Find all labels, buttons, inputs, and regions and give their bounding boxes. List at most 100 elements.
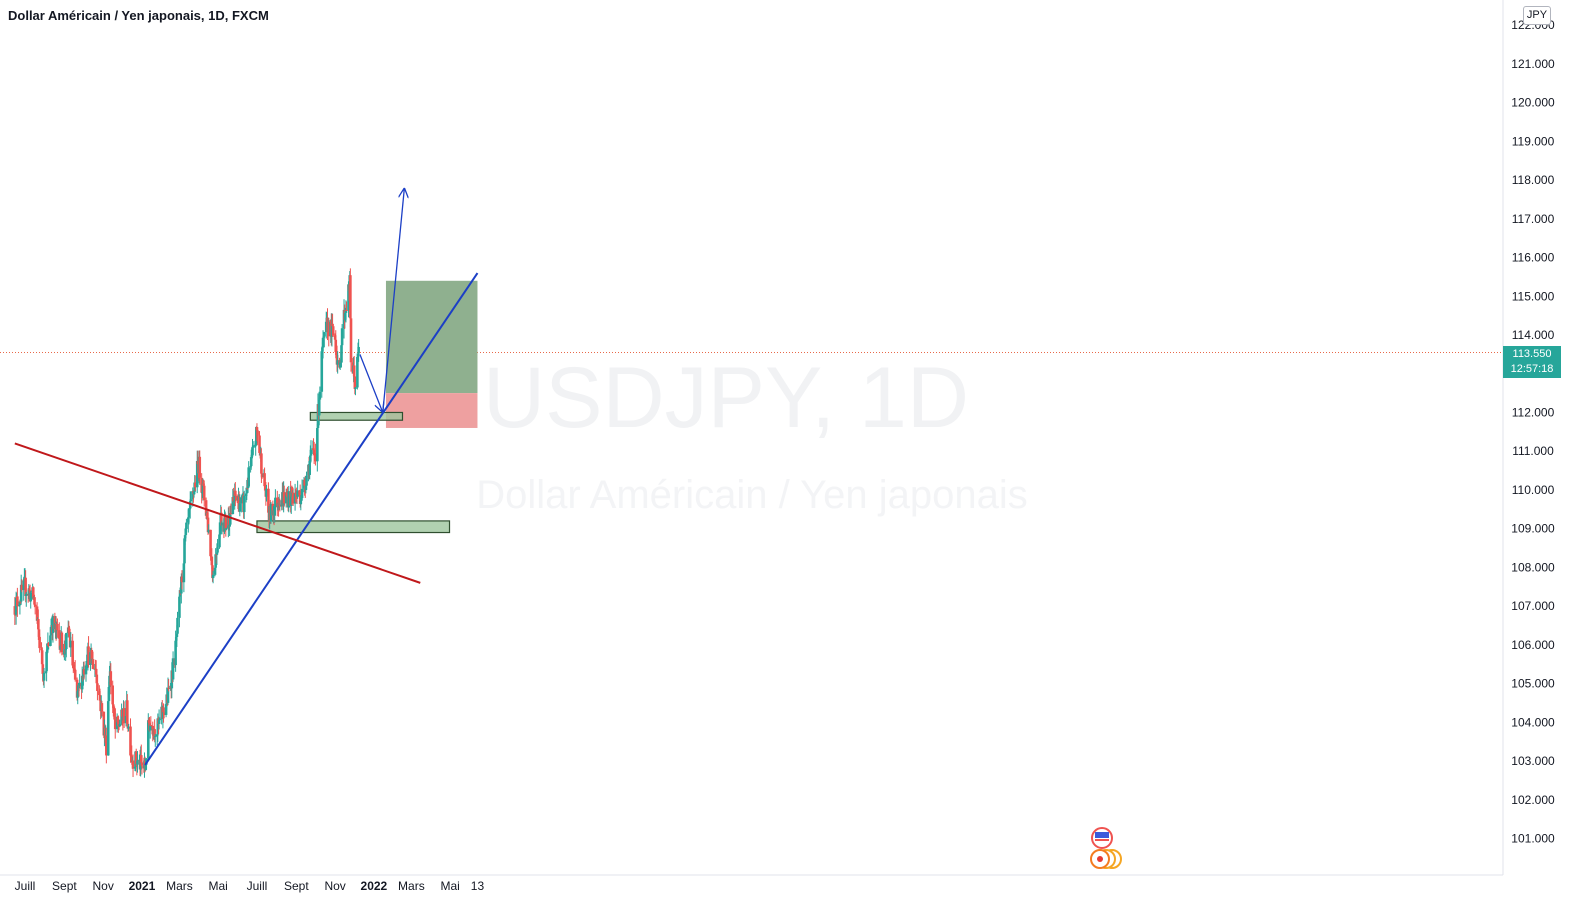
price-tick-label: 119.000 — [1512, 134, 1555, 148]
price-tick-label: 117.000 — [1512, 212, 1555, 226]
time-axis[interactable]: Juill Sept Nov 2021 Mars Mai Juill Sept Nov 2022 M… — [15, 879, 485, 893]
symbol-watermark: USDJPY, 1D Dollar Américain / Yen japona… — [476, 350, 1027, 517]
candle — [296, 480, 299, 499]
candle — [357, 339, 360, 362]
flag-stripe-icon — [1095, 839, 1109, 841]
price-tick-label: 112.000 — [1512, 405, 1555, 419]
candle — [327, 317, 331, 347]
candle — [284, 488, 288, 508]
price-tick-label: 103.000 — [1511, 754, 1555, 768]
candle — [233, 483, 237, 510]
price-tick-label: 115.000 — [1512, 289, 1555, 303]
candle — [22, 576, 26, 601]
economic-events[interactable] — [1090, 827, 1122, 869]
candle — [344, 300, 348, 323]
support-zone-rectangle[interactable] — [309, 411, 404, 421]
candlestick-series — [13, 268, 360, 778]
candle — [42, 667, 46, 688]
price-tick-label: 121.000 — [1511, 57, 1555, 71]
candle — [305, 471, 308, 489]
currency-badge[interactable]: JPY — [1523, 6, 1551, 25]
candle — [216, 539, 219, 555]
long-position-stop-zone[interactable] — [385, 393, 478, 428]
candle — [185, 518, 188, 531]
candle — [234, 482, 237, 507]
resistance-trendline[interactable] — [14, 442, 421, 584]
candle — [244, 493, 248, 503]
candle — [335, 345, 339, 372]
price-tick-label: 114.000 — [1512, 328, 1555, 342]
price-tick-label: 101.000 — [1511, 832, 1555, 846]
bar-countdown: 12:57:18 — [1510, 363, 1554, 375]
candle — [167, 678, 170, 692]
candle — [64, 647, 67, 661]
candle — [316, 424, 319, 472]
candle — [229, 503, 233, 516]
candle — [291, 488, 295, 507]
candle — [247, 461, 250, 488]
candle — [96, 682, 99, 701]
candle — [220, 520, 224, 535]
long-position-target-zone[interactable] — [385, 280, 478, 394]
candle — [24, 570, 27, 603]
candle — [71, 633, 74, 668]
candle — [343, 307, 347, 321]
candle — [20, 579, 24, 593]
candle — [225, 527, 228, 531]
time-tick-label: Mai — [209, 879, 228, 893]
candle — [60, 631, 64, 656]
candle — [224, 513, 228, 537]
candle — [105, 727, 108, 764]
candle — [336, 351, 339, 374]
candle — [51, 613, 55, 643]
candle — [211, 563, 214, 582]
candle — [309, 445, 312, 467]
candle — [131, 754, 135, 778]
candle — [242, 490, 246, 520]
candle — [148, 724, 152, 739]
candle — [76, 690, 80, 705]
candle — [33, 603, 37, 615]
candle — [349, 268, 352, 328]
candle — [300, 479, 304, 501]
candle — [228, 522, 231, 536]
candle — [340, 324, 344, 355]
projection-arrow[interactable] — [382, 188, 405, 413]
price-tick-label: 102.000 — [1511, 793, 1555, 807]
candle — [98, 688, 102, 702]
candle — [182, 560, 186, 593]
price-tick-label: 107.000 — [1511, 599, 1555, 613]
candle — [187, 508, 191, 525]
candle — [127, 723, 130, 732]
time-tick-label: Nov — [324, 879, 345, 893]
support-trendline[interactable] — [144, 272, 479, 766]
candle — [24, 591, 28, 607]
candle — [149, 716, 153, 727]
candle — [29, 590, 33, 609]
candle — [106, 691, 110, 756]
candle — [78, 673, 81, 689]
candle — [178, 594, 181, 628]
candle — [56, 618, 59, 638]
candle — [282, 485, 286, 507]
time-tick-label: Sept — [52, 879, 77, 893]
candle — [238, 494, 242, 517]
chart-title: Dollar Américain / Yen japonais, 1D, FXC… — [8, 8, 269, 23]
candle — [118, 719, 121, 727]
candle — [171, 651, 175, 682]
candle — [314, 443, 317, 466]
candle — [153, 733, 157, 747]
candle — [91, 651, 95, 670]
price-tick-label: 108.000 — [1511, 560, 1555, 574]
time-tick-label: 2022 — [361, 879, 388, 893]
time-tick-label: 2021 — [129, 879, 156, 893]
candle — [162, 711, 166, 719]
projection-arrow[interactable] — [359, 354, 383, 412]
candle — [353, 369, 357, 395]
candle — [194, 475, 197, 492]
support-zone-rectangle[interactable] — [256, 520, 451, 534]
candle — [98, 685, 101, 696]
price-tick-label: 120.000 — [1511, 96, 1555, 110]
candle — [214, 553, 218, 564]
